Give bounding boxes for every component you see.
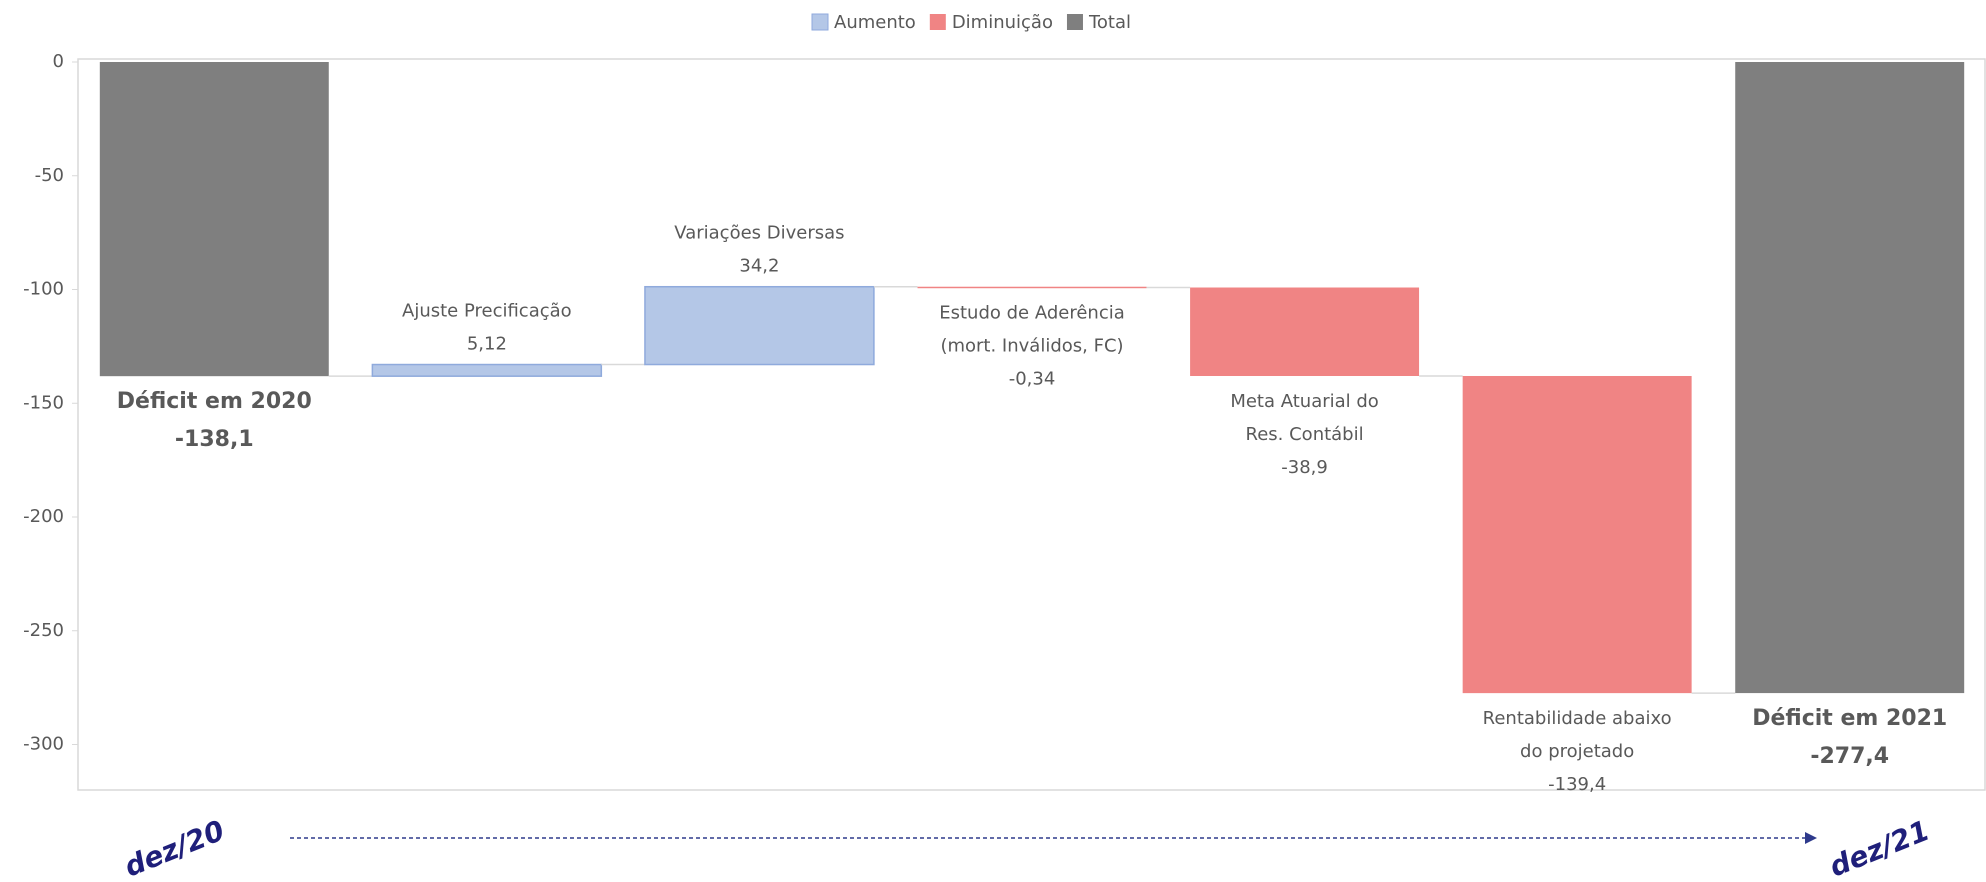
data-label: 5,12 [467,334,507,355]
data-label: (mort. Inválidos, FC) [940,335,1123,356]
bar [644,285,875,366]
legend-swatch [811,13,829,31]
bar [371,363,603,377]
y-tick-label: 0 [53,51,64,72]
data-label: 34,2 [739,256,779,277]
data-label: Déficit em 2020 [117,389,312,414]
y-tick-label: -100 [23,279,64,300]
legend-label: Diminuição [952,12,1053,33]
bar [1735,62,1965,694]
legend-label: Total [1088,12,1131,33]
legend-swatch [1066,14,1083,30]
data-label: do projetado [1520,741,1634,762]
data-label: Estudo de Aderência [939,302,1125,323]
data-label: Variações Diversas [674,223,844,244]
data-label: Meta Atuarial do [1230,391,1379,412]
data-label: -277,4 [1810,744,1889,769]
y-tick-label: -150 [23,392,64,413]
data-label: Res. Contábil [1246,424,1364,445]
legend-swatch [929,14,946,30]
bar [917,286,1147,289]
y-tick-label: -50 [35,165,64,186]
bar [99,62,329,377]
y-tick-label: -300 [23,734,64,755]
data-label: -0,34 [1009,368,1056,389]
arrow-head [1805,832,1817,844]
bar [1190,287,1420,376]
data-label: Déficit em 2021 [1752,706,1947,731]
y-tick-label: -250 [23,620,64,641]
data-label: -139,4 [1548,774,1606,795]
bar [1462,375,1692,694]
data-label: -38,9 [1281,457,1328,478]
data-label: Rentabilidade abaixo [1483,708,1672,729]
y-tick-label: -200 [23,506,64,527]
data-label: -138,1 [175,427,254,452]
data-label: Ajuste Precificação [402,301,572,322]
legend-label: Aumento [834,12,916,33]
plot-frame [77,58,1986,791]
